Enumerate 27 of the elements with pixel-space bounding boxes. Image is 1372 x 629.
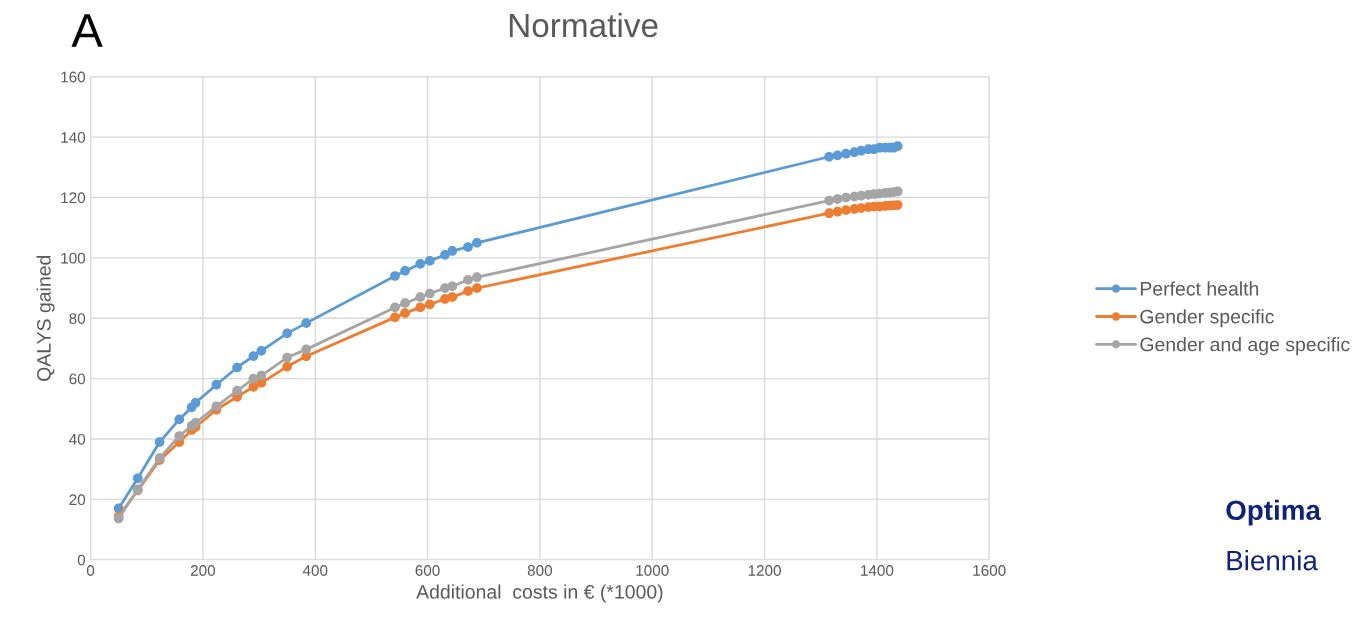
legend-label: Perfect health: [1140, 281, 1259, 296]
chart-title: Normative: [509, 12, 658, 38]
x-tick-label: 0: [86, 565, 95, 576]
y-axis-title: QALYS gained: [36, 255, 55, 381]
y-tick-label: 100: [61, 252, 86, 264]
x-tick-label: 1000: [636, 565, 669, 576]
y-tick-label: 20: [69, 494, 86, 506]
y-tick-label: 40: [69, 433, 86, 445]
y-tick-label: 140: [61, 131, 86, 143]
x-tick-label: 1600: [973, 565, 1006, 576]
text: Optima: [1226, 499, 1322, 526]
y-tick-label: 60: [69, 373, 86, 385]
x-tick-label: 1200: [748, 565, 781, 576]
x-tick-label: 600: [415, 565, 440, 576]
text: Biennia: [1227, 550, 1318, 571]
x-axis-title: Additional costs in € (*1000): [416, 584, 663, 603]
y-tick-label: 0: [77, 554, 86, 566]
y-tick-label: 120: [61, 192, 86, 204]
x-tick-label: 200: [190, 565, 216, 576]
x-tick-label: 800: [527, 565, 553, 576]
x-tick-label: 1400: [861, 565, 894, 576]
legend-label: Gender specific: [1140, 309, 1274, 328]
legend-label: Gender and age specific: [1140, 337, 1350, 356]
text: A: [71, 14, 103, 47]
x-tick-label: 400: [302, 565, 328, 576]
y-tick-label: 160: [61, 71, 86, 83]
y-tick-label: 80: [69, 313, 86, 324]
